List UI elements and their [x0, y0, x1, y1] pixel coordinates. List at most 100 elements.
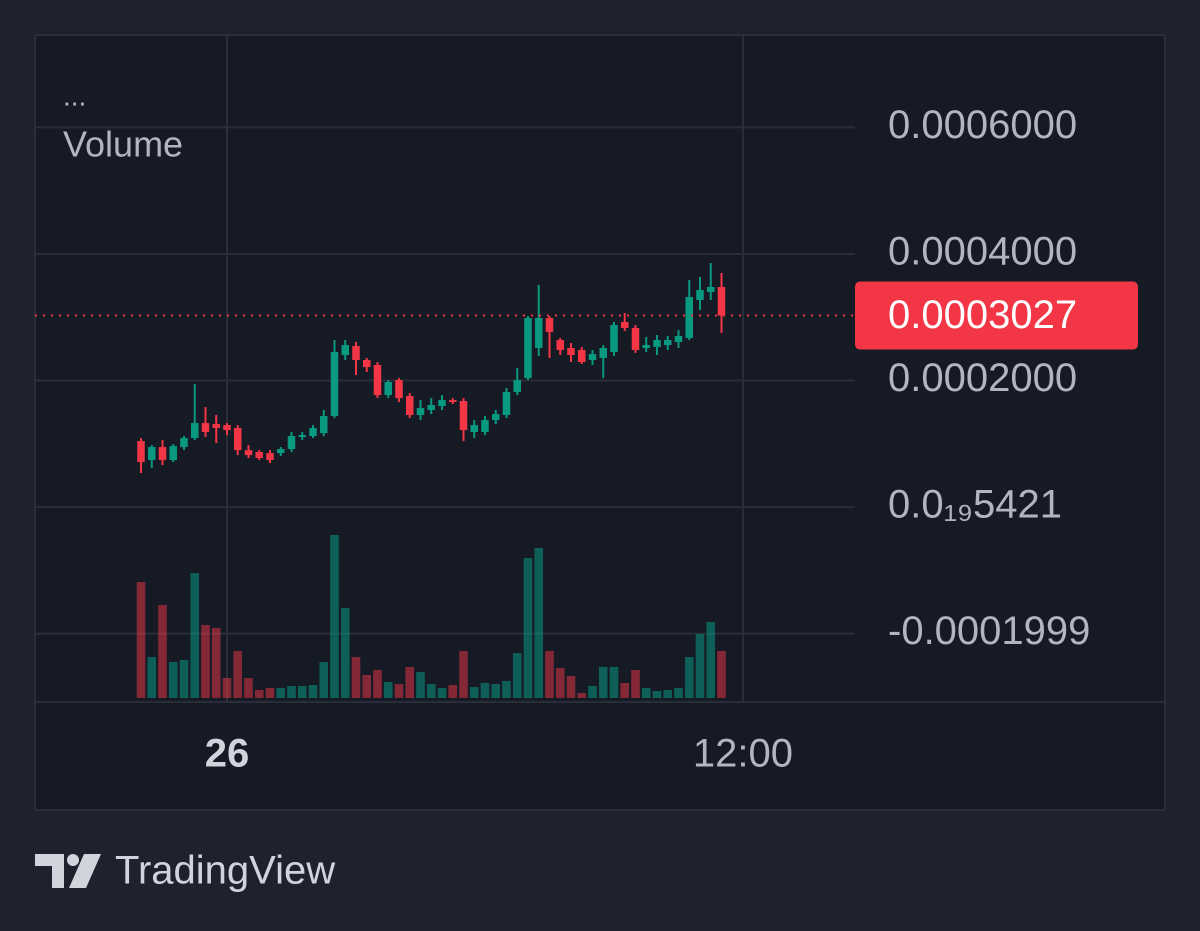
volume-bar — [706, 622, 716, 698]
candle-body — [663, 340, 672, 346]
candle-body — [223, 425, 231, 431]
volume-bar — [663, 690, 673, 698]
candle-body — [373, 365, 382, 396]
candle-body — [266, 453, 274, 461]
candle-body — [427, 405, 436, 411]
volume-bar — [598, 667, 608, 698]
candle-body — [491, 414, 500, 421]
candle-body — [470, 425, 479, 433]
candle-body — [309, 428, 317, 437]
volume-bar — [695, 634, 705, 698]
volume-bar — [620, 683, 630, 698]
candle-body — [255, 452, 264, 459]
candle-body — [405, 396, 414, 416]
volume-bar — [491, 684, 501, 698]
volume-bar — [287, 686, 296, 698]
x-tick-label: 26 — [205, 732, 250, 776]
candle-body — [534, 318, 543, 348]
volume-bar — [416, 672, 425, 698]
candle-body — [384, 382, 393, 396]
logo-dot — [67, 854, 79, 866]
volume-bar — [641, 688, 651, 698]
volume-legend: Volume — [63, 124, 183, 165]
candle-body — [631, 327, 640, 351]
candle-body — [459, 401, 468, 431]
volume-bar — [534, 548, 544, 698]
volume-bar — [383, 682, 393, 698]
volume-bar — [394, 684, 404, 698]
logo — [35, 854, 101, 888]
candle-body — [137, 441, 145, 463]
volume-bar — [308, 685, 318, 698]
volume-bar — [437, 688, 447, 698]
volume-bar — [448, 685, 458, 698]
candle-body — [276, 449, 285, 454]
candle-body — [706, 286, 715, 292]
axes: -0.0001999 0.0₁₉5421 0.0002000 0.0004000 0.0… — [35, 103, 1138, 776]
candle-body — [577, 350, 586, 363]
candle-body — [352, 346, 360, 361]
volume-bar — [577, 693, 587, 698]
candle-body — [233, 428, 242, 451]
volume-bar — [211, 628, 221, 698]
candle-body — [620, 321, 629, 328]
candle-body — [190, 423, 199, 439]
candle-body — [395, 380, 403, 399]
volume-bar — [147, 657, 157, 698]
volume-bar — [254, 690, 264, 698]
volume-bar — [609, 667, 619, 698]
candle-body — [567, 347, 575, 356]
candle-body — [212, 424, 221, 429]
candle-body — [287, 436, 296, 450]
volume-bar — [297, 686, 307, 698]
volume-bar — [340, 608, 350, 698]
candle-body — [588, 354, 597, 361]
candle-body — [502, 392, 511, 416]
candle-body — [556, 340, 565, 351]
volume-bar — [158, 605, 167, 698]
volume-bar — [459, 651, 468, 698]
y-tick-label: -0.0001999 — [888, 609, 1090, 653]
volume-bar — [674, 688, 683, 698]
candle-body — [244, 450, 253, 456]
candle-body — [448, 400, 457, 403]
volume-bar — [545, 651, 554, 698]
volume-bar — [480, 683, 490, 698]
logo-mark — [69, 854, 101, 888]
candle-body — [416, 408, 425, 416]
candle-body — [610, 325, 618, 352]
x-tick-label: 12:00 — [693, 732, 793, 776]
volume-bar — [523, 558, 533, 698]
volume-bar — [330, 535, 339, 698]
volume-bar — [566, 676, 576, 698]
volume-bar — [233, 651, 243, 698]
candle-body — [696, 289, 704, 300]
volume-bar — [555, 668, 565, 698]
volume-bar — [512, 653, 522, 698]
candle-body — [158, 447, 167, 461]
volume-bar — [136, 582, 146, 698]
grid — [35, 35, 855, 702]
volume-bar — [717, 651, 726, 698]
candle-layer — [137, 262, 726, 474]
candle-body — [298, 435, 307, 438]
volume-bar — [201, 625, 210, 698]
branding: TradingView — [115, 849, 335, 893]
candle-body — [545, 318, 554, 332]
candle-body — [481, 420, 489, 433]
candle-body — [147, 447, 156, 461]
candle-body — [438, 400, 446, 407]
indicator-toggle[interactable]: ... — [63, 80, 86, 111]
volume-layer — [136, 535, 726, 698]
volume-bar — [168, 662, 178, 698]
logo-mark — [35, 854, 64, 888]
candle-body — [319, 416, 328, 434]
y-tick-label: 0.0₁₉5421 — [888, 483, 1062, 527]
candle-body — [180, 438, 188, 448]
y-tick-label: 0.0006000 — [888, 103, 1077, 147]
volume-bar — [588, 686, 597, 698]
last-price-box — [855, 281, 1138, 350]
y-tick-label: 0.0002000 — [888, 356, 1077, 400]
candle-body — [674, 335, 683, 342]
